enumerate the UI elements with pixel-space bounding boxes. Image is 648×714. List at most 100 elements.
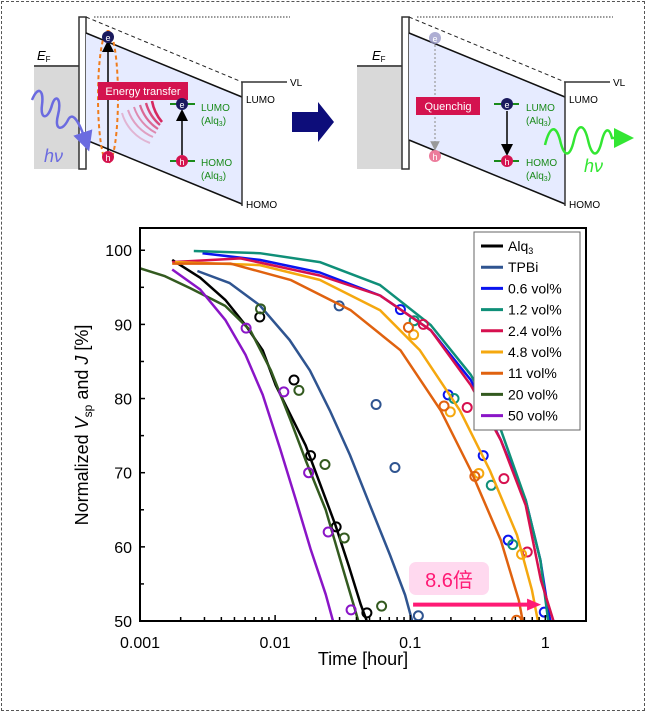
alq3-electron-symbol: e [504, 100, 509, 110]
y-tick-label: 50 [114, 614, 132, 631]
series-marker-5 [444, 406, 456, 418]
series-marker-4 [521, 546, 533, 558]
series-line-5 [175, 260, 540, 621]
series-marker-8 [278, 386, 290, 398]
right-panel: EF VL LUMO HOMO e h Quenchig e h LUMO (A… [357, 16, 634, 211]
electron-icon [102, 31, 114, 43]
incoming-photon-wave [30, 89, 93, 152]
legend-label: 4.8 vol% [508, 344, 562, 360]
energy-transfer-label: Energy transfer [105, 86, 181, 98]
series-marker-6 [469, 470, 481, 482]
homo-label: HOMO [569, 200, 600, 211]
series-marker-7 [338, 532, 350, 544]
series-marker-2 [394, 304, 406, 316]
series-marker-0 [288, 374, 300, 386]
series-marker-6 [438, 400, 450, 412]
quenched-electron-icon [429, 32, 441, 44]
quenching-badge [416, 97, 480, 115]
series-marker-8 [322, 526, 334, 538]
series-line-6 [172, 262, 524, 621]
series-marker-8 [303, 467, 315, 479]
x-tick-label: 0.01 [260, 635, 291, 652]
emitted-photon-wave [543, 126, 634, 155]
energy-wave-icon [121, 100, 164, 144]
x-tick-labels: 0.001 0.01 0.1 1 [120, 635, 550, 652]
x-tick-label: 0.001 [120, 635, 160, 652]
energy-transfer-badge [98, 82, 188, 100]
series-marker-6 [402, 321, 414, 333]
alq3-lumo-label: LUMO [526, 103, 555, 114]
plot-frame [139, 227, 587, 622]
series-marker-1 [412, 610, 424, 621]
legend-label: 2.4 vol% [508, 323, 562, 339]
series-line-1 [196, 269, 414, 621]
alq3-hole-icon [176, 155, 188, 167]
alq3-hole-symbol: h [504, 157, 509, 167]
series-line-0 [171, 258, 368, 621]
improvement-annotation: 8.6倍 [409, 562, 542, 611]
metal-electrode [357, 66, 402, 169]
quenching-label: Quenchig [424, 101, 471, 113]
alq3-electron-icon [501, 98, 513, 110]
energy-diagram: EF VL LUMO HOMO e h Energy transfer [30, 16, 634, 211]
vl-label: VL [613, 78, 626, 89]
alq3-homo-label: HOMO [526, 158, 557, 169]
lumo-label: LUMO [246, 95, 275, 106]
axis-ticks [139, 249, 587, 622]
transition-arrow-icon [292, 102, 334, 142]
series-line-4 [172, 257, 555, 621]
vacuum-dashed-line [408, 16, 566, 83]
alq3-hole-icon [501, 155, 513, 167]
series-marker-7 [255, 303, 267, 315]
x-tick-label: 1 [541, 635, 550, 652]
legend-label: 11 vol% [508, 365, 557, 381]
series-line-3 [193, 249, 550, 621]
series-marker-4 [498, 473, 510, 485]
series-marker-2 [477, 450, 489, 462]
alq3-lumo-label: LUMO [201, 103, 230, 114]
alq3-homo-sub-label: (Alq3) [526, 171, 551, 183]
homo-label: HOMO [246, 200, 277, 211]
series-marker-1 [389, 462, 401, 474]
series-marker-8 [240, 322, 252, 334]
alq3-electron-symbol: e [179, 100, 184, 110]
series-marker-3 [507, 539, 519, 551]
series-marker-0 [361, 607, 373, 619]
y-tick-label: 80 [114, 392, 132, 409]
y-tick-label: 100 [105, 243, 132, 260]
vacuum-dashed-line [85, 16, 243, 83]
quenched-hole-symbol: h [432, 152, 437, 162]
alq3-electron-icon [176, 98, 188, 110]
series-marker-1 [370, 398, 382, 410]
legend-label: Alq3 [508, 238, 533, 256]
x-tick-label: 0.1 [399, 635, 421, 652]
series-line-7 [140, 266, 360, 621]
y-tick-label: 60 [114, 540, 132, 557]
series-marker-7 [319, 459, 331, 471]
quenched-hole-icon [429, 150, 441, 162]
electron-symbol: e [105, 33, 110, 43]
alq3-hole-symbol: h [179, 157, 184, 167]
alq3-lumo-sub-label: (Alq3) [526, 116, 551, 128]
homo-line [85, 139, 243, 205]
legend: Alq3 TPBi 0.6 vol% 1.2 vol% 2.4 vol% 4.8 vol%… [473, 231, 581, 431]
y-tick-label: 70 [114, 466, 132, 483]
plot-content [140, 249, 555, 621]
series-marker-8 [345, 604, 357, 616]
emitted-photon-label: hν [584, 156, 603, 176]
hole-icon [102, 151, 114, 163]
alq3-homo-sub-label: (Alq3) [201, 171, 226, 183]
series-marker-7 [293, 384, 305, 396]
alq3-lumo-sub-label: (Alq3) [201, 116, 226, 128]
annotation-arrow-head [527, 598, 542, 611]
series-marker-4 [461, 401, 473, 413]
series-marker-4 [417, 318, 429, 330]
legend-label: TPBi [508, 259, 538, 275]
series-line-8 [171, 268, 335, 621]
fermi-label: EF [37, 48, 51, 64]
hole-symbol: h [105, 153, 110, 163]
legend-label: 1.2 vol% [508, 302, 562, 318]
alq3-homo-label: HOMO [201, 158, 232, 169]
